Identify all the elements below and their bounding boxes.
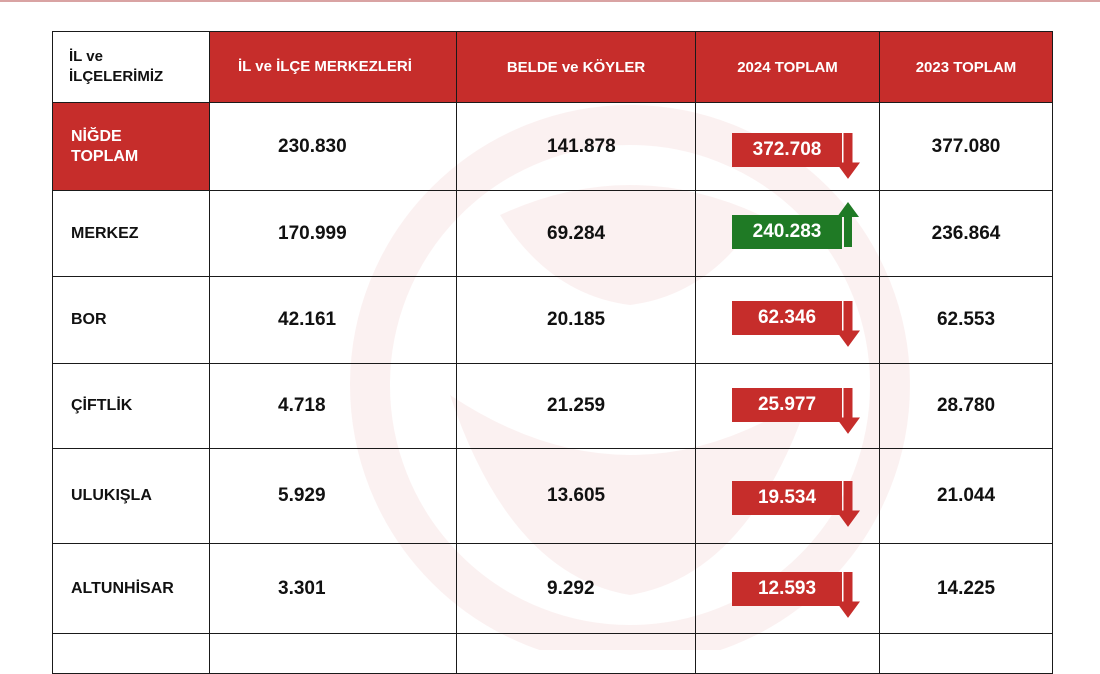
total-2024-cell: 240.283	[695, 190, 880, 277]
total-2023-value: 21.044	[879, 448, 1053, 544]
total-2024-cell: 19.534	[695, 448, 880, 544]
table-row	[52, 633, 1053, 674]
centers-value: 5.929	[209, 448, 457, 544]
header-2024-total: 2024 TOPLAM	[695, 31, 880, 103]
table-row: ULUKIŞLA 5.929 13.605 19.534 21.044	[52, 448, 1053, 544]
total-2024-badge: 372.708	[732, 133, 842, 167]
total-2023-value: 377.080	[879, 102, 1053, 191]
header-villages: BELDE ve KÖYLER	[456, 31, 696, 103]
centers-value: 170.999	[209, 190, 457, 277]
arrow-down-icon	[836, 133, 860, 179]
total-2024-cell: 372.708	[695, 102, 880, 191]
table-row: MERKEZ 170.999 69.284 240.283 236.864	[52, 190, 1053, 277]
district-name: ÇİFTLİK	[52, 363, 210, 449]
district-name-line1: MERKEZ	[71, 224, 139, 242]
arrow-up-icon	[837, 202, 859, 247]
header-districts-line1: İL ve	[69, 48, 103, 65]
district-name: MERKEZ	[52, 190, 210, 277]
table-row: ALTUNHİSAR 3.301 9.292 12.593 14.225	[52, 543, 1053, 634]
header-districts-line2: İLÇELERİMİZ	[69, 68, 164, 85]
empty-cell	[879, 633, 1053, 674]
total-2024-badge: 62.346	[732, 301, 842, 335]
total-2024-cell: 12.593	[695, 543, 880, 634]
total-2024-cell: 25.977	[695, 363, 880, 449]
empty-cell	[209, 633, 457, 674]
arrow-down-icon	[836, 388, 860, 434]
district-name: ALTUNHİSAR	[52, 543, 210, 634]
villages-value: 69.284	[456, 190, 696, 277]
arrow-down-icon	[836, 301, 860, 347]
total-2024-badge: 19.534	[732, 481, 842, 515]
header-2023-total: 2023 TOPLAM	[879, 31, 1053, 103]
arrow-down-icon	[836, 481, 860, 527]
district-name-line1: NİĞDE	[71, 127, 122, 145]
district-name: BOR	[52, 276, 210, 364]
villages-value: 20.185	[456, 276, 696, 364]
district-name-line1: ÇİFTLİK	[71, 397, 133, 414]
villages-value: 9.292	[456, 543, 696, 634]
villages-value: 141.878	[456, 102, 696, 191]
total-2023-value: 14.225	[879, 543, 1053, 634]
district-name-line1: ULUKIŞLA	[71, 487, 152, 504]
total-2024-badge: 12.593	[732, 572, 842, 606]
centers-value: 42.161	[209, 276, 457, 364]
total-2024-cell: 62.346	[695, 276, 880, 364]
total-2023-value: 236.864	[879, 190, 1053, 277]
table-row: NİĞDE TOPLAM 230.830 141.878 372.708 377.080	[52, 102, 1053, 191]
table-row: BOR 42.161 20.185 62.346 62.553	[52, 276, 1053, 364]
district-name: NİĞDE TOPLAM	[52, 102, 210, 191]
total-2024-badge: 240.283	[732, 215, 842, 249]
district-name-line1: BOR	[71, 311, 107, 328]
district-name-line2: TOPLAM	[71, 147, 139, 165]
villages-value: 21.259	[456, 363, 696, 449]
header-centers: İL ve İLÇE MERKEZLERİ	[209, 31, 457, 103]
arrow-down-icon	[836, 572, 860, 618]
population-table: İL ve İLÇELERİMİZ İL ve İLÇE MERKEZLERİ …	[52, 31, 1053, 674]
district-name-line1: ALTUNHİSAR	[71, 579, 174, 597]
header-districts: İL ve İLÇELERİMİZ	[52, 31, 210, 103]
centers-value: 4.718	[209, 363, 457, 449]
district-name: ULUKIŞLA	[52, 448, 210, 544]
empty-cell	[695, 633, 880, 674]
centers-value: 230.830	[209, 102, 457, 191]
header-row: İL ve İLÇELERİMİZ İL ve İLÇE MERKEZLERİ …	[52, 31, 1053, 103]
villages-value: 13.605	[456, 448, 696, 544]
table-row: ÇİFTLİK 4.718 21.259 25.977 28.780	[52, 363, 1053, 449]
top-divider	[0, 0, 1100, 2]
total-2024-badge: 25.977	[732, 388, 842, 422]
empty-cell	[456, 633, 696, 674]
empty-cell	[52, 633, 210, 674]
centers-value: 3.301	[209, 543, 457, 634]
total-2023-value: 28.780	[879, 363, 1053, 449]
total-2023-value: 62.553	[879, 276, 1053, 364]
